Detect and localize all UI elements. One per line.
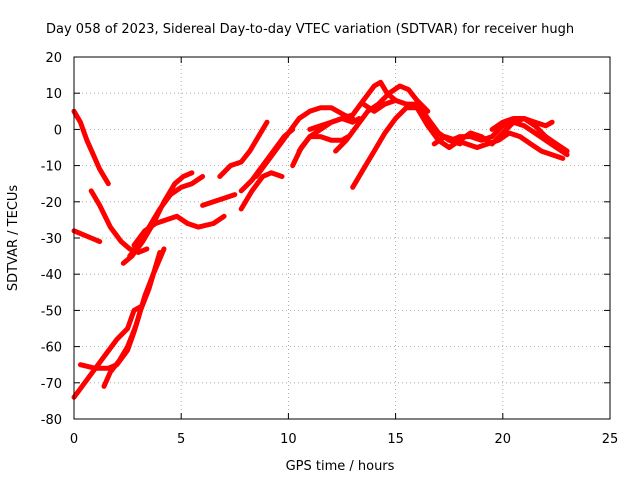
x-tick-label: 5 — [177, 432, 185, 447]
series-line-track-1 — [71, 108, 111, 187]
y-tick-label: -50 — [41, 304, 62, 319]
y-axis-label: SDTVAR / TECUs — [6, 185, 21, 292]
y-tick-label: 10 — [45, 87, 62, 102]
series-line-track-20 — [360, 97, 570, 158]
data-series — [71, 79, 570, 400]
series-line-track-8 — [127, 174, 206, 259]
series-line-track-6 — [101, 246, 167, 389]
y-tick-label: -20 — [41, 196, 62, 211]
series-line-track-23 — [489, 116, 555, 132]
y-tick-label: -70 — [41, 377, 62, 392]
x-tick-label: 15 — [387, 432, 404, 447]
series-line-track-9 — [131, 213, 227, 248]
chart-title: Day 058 of 2023, Sidereal Day-to-day VTE… — [46, 22, 574, 37]
series-line-track-22 — [431, 130, 566, 161]
x-tick-label: 20 — [495, 432, 512, 447]
series-line-track-18 — [333, 83, 431, 154]
grid-lines — [74, 57, 610, 419]
series-line-track-3 — [88, 188, 150, 255]
y-tick-label: -60 — [41, 341, 62, 356]
y-tick-label: -80 — [41, 413, 62, 428]
series-line-track-19 — [350, 105, 463, 190]
series-line-track-17 — [307, 79, 399, 132]
axis-ticks: 0 5 10 15 20 25 -80 -70 -60 -50 -40 -30 -20 -10 0 10 20 — [41, 51, 619, 447]
x-tick-label: 25 — [602, 432, 619, 447]
series-line-track-12 — [238, 170, 285, 212]
y-tick-label: -10 — [41, 160, 62, 175]
x-axis-label: GPS time / hours — [286, 459, 395, 474]
x-tick-label: 0 — [70, 432, 78, 447]
series-line-track-10 — [200, 192, 238, 208]
y-tick-label: 0 — [54, 123, 62, 138]
series-line-track-21 — [403, 101, 570, 154]
series-line-track-2 — [71, 228, 103, 245]
y-tick-label: -40 — [41, 268, 62, 283]
y-tick-label: -30 — [41, 232, 62, 247]
x-tick-label: 10 — [280, 432, 297, 447]
series-line-track-5 — [77, 250, 163, 371]
series-line-track-14 — [253, 105, 356, 179]
series-line-track-11 — [217, 119, 270, 179]
y-tick-label: 20 — [45, 51, 62, 66]
series-line-track-4 — [71, 304, 143, 400]
